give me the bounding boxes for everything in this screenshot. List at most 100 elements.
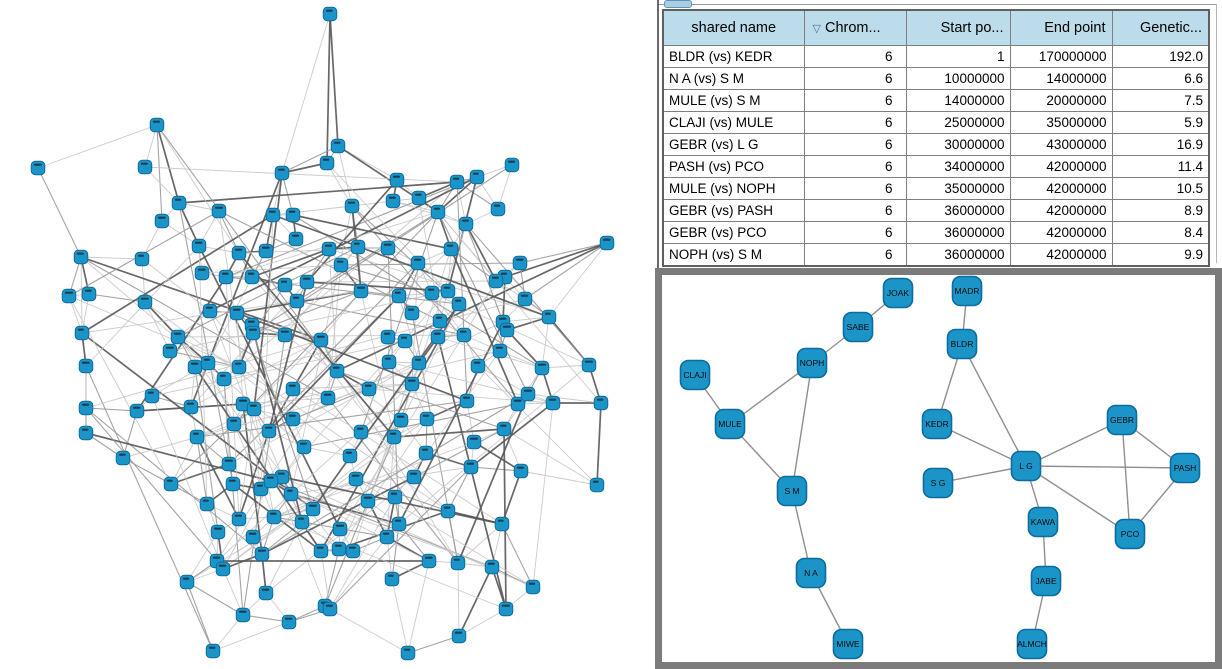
network-node-shape[interactable] xyxy=(353,283,369,299)
network-node[interactable] xyxy=(129,403,145,419)
network-node-shape[interactable] xyxy=(350,239,366,255)
network-node[interactable] xyxy=(171,195,187,211)
network-node[interactable] xyxy=(520,386,536,402)
network-node[interactable] xyxy=(137,159,153,175)
network-node-shape[interactable] xyxy=(277,277,293,293)
network-node-shape[interactable] xyxy=(525,579,541,595)
network-node[interactable] xyxy=(353,283,369,299)
network-edge[interactable] xyxy=(272,205,353,216)
network-node[interactable] xyxy=(283,486,299,502)
network-node-almch[interactable]: ALMCH xyxy=(1016,628,1048,660)
network-node[interactable] xyxy=(581,357,597,373)
network-node[interactable] xyxy=(450,555,466,571)
network-node[interactable] xyxy=(484,559,500,575)
network-node[interactable] xyxy=(419,411,435,427)
network-node-shape[interactable] xyxy=(951,275,983,307)
network-edge[interactable] xyxy=(209,310,326,607)
network-node-shape[interactable] xyxy=(421,553,437,569)
network-edge[interactable] xyxy=(186,581,244,616)
network-node-shape[interactable] xyxy=(1010,450,1042,482)
network-node-shape[interactable] xyxy=(221,456,237,472)
network-edge[interactable] xyxy=(218,210,262,490)
network-node-shape[interactable] xyxy=(258,243,274,259)
network-node[interactable] xyxy=(344,198,360,214)
network-node[interactable] xyxy=(361,381,377,397)
network-node[interactable] xyxy=(490,201,506,217)
network-node[interactable] xyxy=(320,390,336,406)
network-edge[interactable] xyxy=(253,350,501,410)
network-edge[interactable] xyxy=(303,446,351,457)
network-node[interactable] xyxy=(231,245,247,261)
network-node[interactable] xyxy=(115,450,131,466)
network-node[interactable] xyxy=(225,476,241,492)
network-node[interactable] xyxy=(411,190,427,206)
network-node[interactable] xyxy=(313,543,329,559)
network-edge[interactable] xyxy=(791,362,813,492)
network-node[interactable] xyxy=(525,579,541,595)
network-node[interactable] xyxy=(545,395,561,411)
network-node[interactable] xyxy=(211,203,227,219)
network-node-shape[interactable] xyxy=(449,174,465,190)
network-node-shape[interactable] xyxy=(81,286,97,302)
network-node-shape[interactable] xyxy=(520,386,536,402)
network-node-shape[interactable] xyxy=(215,561,231,577)
network-edge[interactable] xyxy=(398,295,420,364)
network-edge[interactable] xyxy=(504,242,608,278)
network-node-shape[interactable] xyxy=(386,429,402,445)
network-node[interactable] xyxy=(149,117,165,133)
network-edge[interactable] xyxy=(327,264,342,399)
network-edge[interactable] xyxy=(292,214,543,369)
network-edge[interactable] xyxy=(122,457,172,485)
network-edge[interactable] xyxy=(268,295,400,432)
network-edge[interactable] xyxy=(296,211,439,302)
network-node-shape[interactable] xyxy=(289,293,305,309)
network-node-shape[interactable] xyxy=(380,240,396,256)
main-network-canvas[interactable] xyxy=(0,0,655,669)
network-node-shape[interactable] xyxy=(246,401,262,417)
network-edge[interactable] xyxy=(233,211,439,425)
network-node[interactable] xyxy=(404,376,420,392)
network-node[interactable] xyxy=(200,355,216,371)
network-edge[interactable] xyxy=(502,316,550,323)
network-node-shape[interactable] xyxy=(258,585,274,601)
network-node-shape[interactable] xyxy=(469,169,485,185)
network-edge[interactable] xyxy=(355,478,534,588)
network-edge[interactable] xyxy=(212,621,290,652)
network-node-shape[interactable] xyxy=(283,486,299,502)
network-node[interactable] xyxy=(492,343,508,359)
network-node-shape[interactable] xyxy=(333,257,349,273)
network-edge[interactable] xyxy=(253,408,275,518)
network-node[interactable] xyxy=(218,269,234,285)
network-node-shape[interactable] xyxy=(512,255,528,271)
network-node[interactable] xyxy=(266,509,282,525)
network-node[interactable] xyxy=(78,400,94,416)
network-node-shape[interactable] xyxy=(796,347,828,379)
network-node[interactable] xyxy=(305,501,321,517)
column-header-0[interactable]: shared name xyxy=(662,9,805,46)
network-node-shape[interactable] xyxy=(380,329,396,345)
network-node-shape[interactable] xyxy=(360,493,376,509)
network-node[interactable] xyxy=(263,473,279,489)
network-node-shape[interactable] xyxy=(1106,404,1138,436)
network-node-shape[interactable] xyxy=(171,195,187,211)
network-node-shape[interactable] xyxy=(391,288,407,304)
network-edge[interactable] xyxy=(340,262,521,266)
network-node-shape[interactable] xyxy=(387,489,403,505)
network-edge[interactable] xyxy=(1025,419,1123,467)
network-node-shape[interactable] xyxy=(458,216,474,232)
network-node[interactable] xyxy=(331,541,347,557)
network-edge[interactable] xyxy=(209,176,478,312)
network-node[interactable] xyxy=(78,425,94,441)
network-node-shape[interactable] xyxy=(1016,628,1048,660)
network-node[interactable] xyxy=(294,514,310,530)
network-node-shape[interactable] xyxy=(254,546,270,562)
network-node-shape[interactable] xyxy=(170,329,186,345)
network-node-shape[interactable] xyxy=(393,412,409,428)
network-node-shape[interactable] xyxy=(211,203,227,219)
network-node[interactable] xyxy=(332,521,348,537)
network-edge[interactable] xyxy=(156,124,338,372)
network-node-shape[interactable] xyxy=(322,6,338,22)
network-edge[interactable] xyxy=(398,321,504,525)
network-edge[interactable] xyxy=(81,214,274,334)
network-node-kedr[interactable]: KEDR xyxy=(921,408,953,440)
